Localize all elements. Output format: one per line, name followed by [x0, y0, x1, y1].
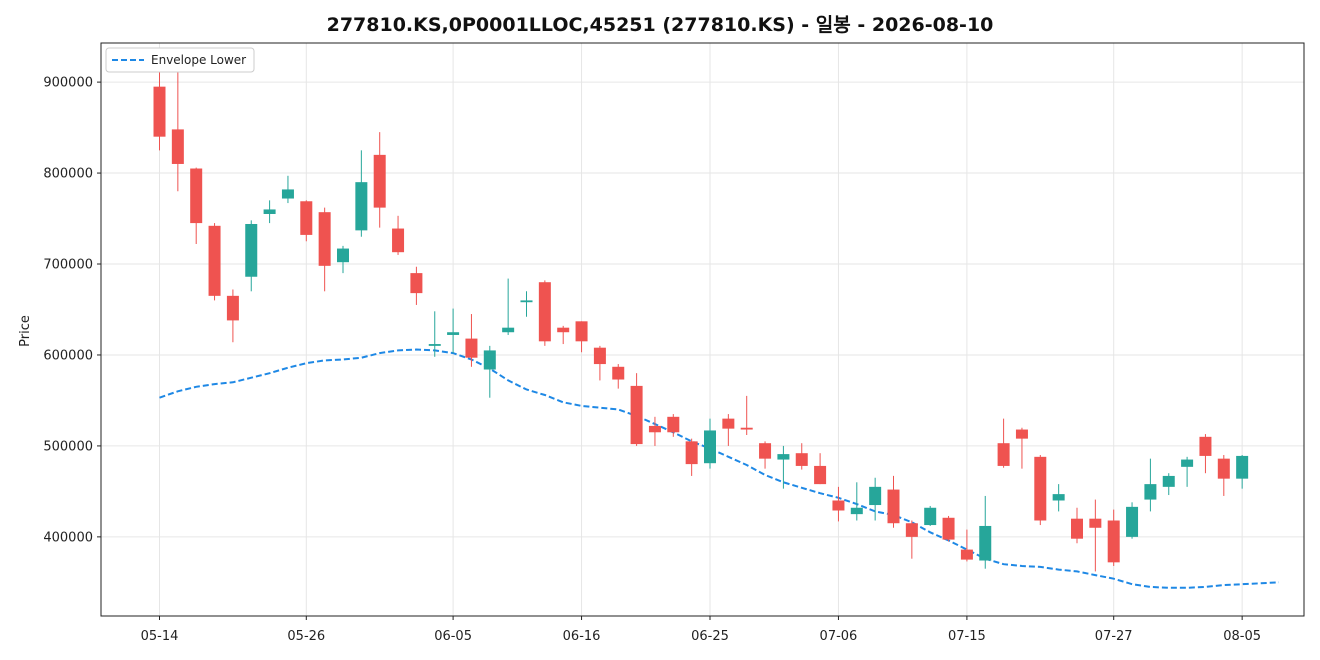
- candle-body: [740, 427, 753, 430]
- x-tick-label: 06-05: [434, 629, 472, 644]
- candle-body: [538, 282, 551, 342]
- candle-body: [1162, 475, 1175, 487]
- candle-body: [722, 418, 735, 429]
- candle-body: [483, 350, 496, 370]
- candle-body: [759, 443, 772, 459]
- candle-body: [1015, 429, 1028, 439]
- chart-title: 277810.KS,0P0001LLOC,45251 (277810.KS) -…: [326, 14, 994, 36]
- candle-body: [226, 295, 239, 321]
- candle-body: [960, 549, 973, 560]
- candle-body: [685, 441, 698, 465]
- y-axis-label: Price: [18, 315, 33, 347]
- candle-body: [630, 385, 643, 445]
- plot-frame: [100, 42, 1305, 617]
- candle-body: [428, 344, 441, 346]
- x-tick-label: 07-06: [820, 629, 858, 644]
- candle-body: [392, 228, 405, 253]
- x-tick-label: 07-27: [1095, 629, 1133, 644]
- candle-body: [465, 338, 478, 358]
- candle-body: [557, 327, 570, 333]
- candle-body: [447, 332, 460, 335]
- candle-body: [1107, 520, 1120, 563]
- y-tick-label: 400000: [43, 530, 93, 545]
- candle-body: [667, 416, 680, 433]
- candle-body: [410, 273, 423, 294]
- candle-body: [318, 212, 331, 266]
- axis-layer: 400000 500000 600000 700000 800000 900000 05-1…: [43, 76, 1261, 644]
- grid-layer: [101, 43, 1304, 616]
- candle-body: [905, 523, 918, 537]
- y-tick-label: 800000: [43, 167, 93, 182]
- candle-body: [520, 300, 533, 303]
- x-tick-label: 05-14: [141, 629, 179, 644]
- legend-envelope-label: Envelope Lower: [151, 53, 246, 67]
- y-tick-label: 900000: [43, 76, 93, 91]
- candle-body: [337, 248, 349, 263]
- candle-body: [1181, 459, 1194, 467]
- candle-body: [171, 129, 184, 164]
- candle-body: [1089, 518, 1102, 528]
- candle-body: [997, 443, 1010, 466]
- candle-body: [355, 182, 368, 231]
- candle-body: [1144, 484, 1157, 500]
- legend-box: [105, 47, 255, 73]
- candle-body: [208, 225, 221, 296]
- candle-body: [869, 486, 882, 506]
- candle-body: [648, 425, 661, 433]
- candle-body: [1126, 506, 1139, 537]
- candle-body: [979, 525, 992, 561]
- y-tick-label: 500000: [43, 439, 93, 454]
- candle-body: [777, 454, 790, 460]
- y-tick-label: 600000: [43, 348, 93, 363]
- candle-body: [153, 86, 166, 137]
- candle-body: [373, 154, 386, 208]
- envelope-lower-line: [159, 348, 1279, 589]
- x-tick-label: 06-16: [563, 629, 601, 644]
- candle-body: [832, 500, 845, 511]
- candle-body: [850, 507, 863, 515]
- candle-body: [795, 453, 808, 466]
- candle-body: [1236, 455, 1249, 479]
- candle-body: [612, 366, 625, 380]
- candle-body: [502, 327, 515, 333]
- candle-body: [924, 507, 937, 526]
- candle-body: [593, 347, 606, 365]
- candle-body: [1071, 518, 1083, 539]
- candle-body: [1199, 436, 1212, 456]
- envelope-layer: [159, 348, 1279, 589]
- candle-body: [245, 223, 258, 277]
- candle-body: [1217, 458, 1230, 479]
- x-tick-label: 06-25: [691, 629, 729, 644]
- candle-body: [190, 168, 203, 224]
- candle-body: [887, 489, 900, 524]
- legend: Envelope Lower: [105, 47, 255, 73]
- candle-body: [281, 189, 294, 199]
- candle-body: [1052, 494, 1065, 501]
- y-tick-label: 700000: [43, 258, 93, 273]
- candle-body: [814, 465, 827, 485]
- candle-body: [704, 430, 716, 464]
- candle-body: [575, 321, 588, 342]
- candle-body: [300, 201, 313, 235]
- x-tick-label: 07-15: [948, 629, 986, 644]
- candle-body: [263, 209, 276, 214]
- candle-body: [942, 517, 955, 540]
- candle-body: [1034, 456, 1047, 521]
- x-tick-label: 08-05: [1223, 629, 1261, 644]
- candle-layer: [153, 68, 1249, 572]
- x-tick-label: 05-26: [287, 629, 325, 644]
